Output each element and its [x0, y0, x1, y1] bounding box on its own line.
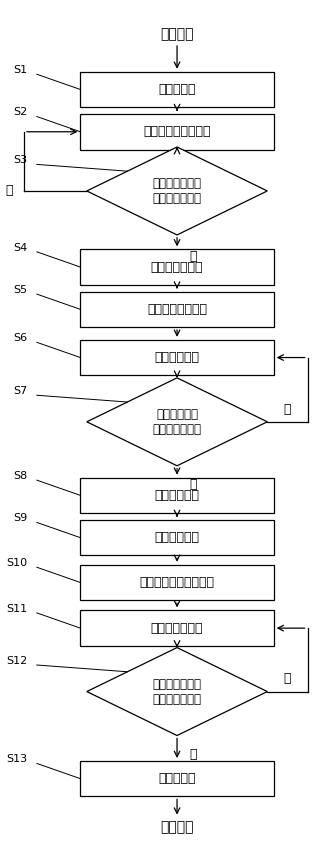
- Text: 调整无人机方位: 调整无人机方位: [151, 261, 203, 274]
- Text: 收回无人机: 收回无人机: [158, 772, 196, 785]
- Text: 抓拍结束: 抓拍结束: [160, 821, 194, 834]
- Bar: [80, 761, 274, 796]
- Text: 否: 否: [283, 673, 290, 685]
- Text: S11: S11: [6, 604, 27, 614]
- Text: 车牌字符识别: 车牌字符识别: [155, 489, 200, 502]
- Text: S12: S12: [6, 656, 27, 666]
- Text: S7: S7: [13, 386, 27, 396]
- Text: 判断是否成功
检测到车辆位置: 判断是否成功 检测到车辆位置: [153, 407, 201, 436]
- Bar: [80, 72, 274, 108]
- Text: S8: S8: [13, 471, 27, 481]
- Text: S1: S1: [13, 65, 27, 75]
- Text: S2: S2: [13, 108, 27, 118]
- Bar: [80, 611, 274, 646]
- Text: 修正无人机的飞行角度: 修正无人机的飞行角度: [140, 576, 215, 589]
- Bar: [80, 114, 274, 150]
- Text: S3: S3: [13, 155, 27, 165]
- Text: S6: S6: [13, 333, 27, 343]
- Text: 检测车辆位置: 检测车辆位置: [155, 351, 200, 364]
- Bar: [80, 291, 274, 327]
- Polygon shape: [87, 648, 267, 735]
- Text: 抓拍开始: 抓拍开始: [160, 27, 194, 42]
- Bar: [80, 249, 274, 285]
- Text: S13: S13: [6, 754, 27, 764]
- Text: 判断是否定位到
道路右边缘位置: 判断是否定位到 道路右边缘位置: [153, 177, 201, 205]
- Text: 定位道路右边缘位置: 定位道路右边缘位置: [143, 125, 211, 138]
- Text: 是: 是: [189, 250, 197, 263]
- Bar: [80, 520, 274, 556]
- Bar: [80, 340, 274, 375]
- Bar: [80, 478, 274, 513]
- Text: S5: S5: [13, 285, 27, 295]
- Text: 否: 否: [6, 185, 13, 197]
- Text: 放出无人机: 放出无人机: [158, 83, 196, 96]
- Text: S10: S10: [6, 558, 27, 568]
- Text: 是: 是: [189, 748, 197, 761]
- Text: S4: S4: [13, 242, 27, 252]
- Bar: [80, 565, 274, 601]
- Text: 否: 否: [283, 402, 290, 416]
- Polygon shape: [87, 147, 267, 235]
- Polygon shape: [87, 378, 267, 466]
- Text: 存储车辆信息: 存储车辆信息: [155, 531, 200, 544]
- Text: 选择应急车道区域: 选择应急车道区域: [147, 303, 207, 316]
- Text: 是: 是: [189, 478, 197, 491]
- Text: S9: S9: [13, 513, 27, 523]
- Text: 无人机自动前行: 无人机自动前行: [151, 622, 203, 634]
- Text: 判断无人机是否
飞行到指定距离: 判断无人机是否 飞行到指定距离: [153, 678, 201, 706]
